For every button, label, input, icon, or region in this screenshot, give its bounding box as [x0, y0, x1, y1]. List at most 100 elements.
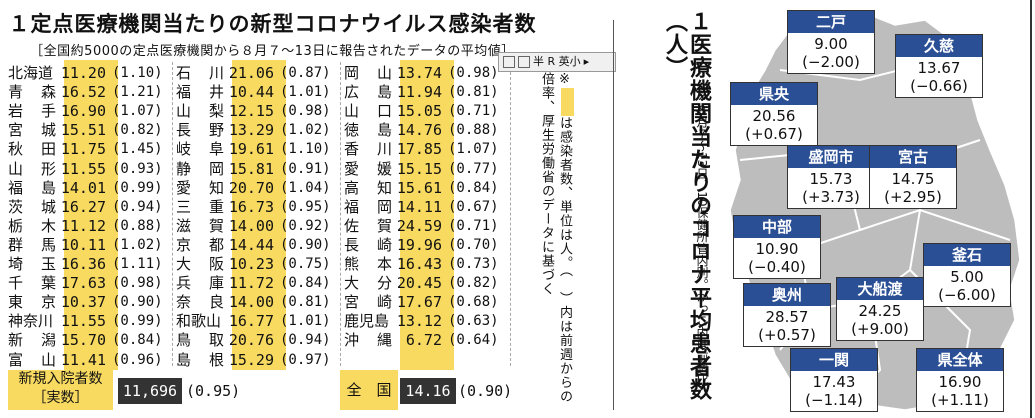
- prefecture-name: 大分: [344, 274, 392, 293]
- value-highlight-col-2: [232, 60, 286, 370]
- infection-value: 17.63: [60, 274, 106, 293]
- region-name: 中部: [734, 216, 820, 238]
- prefecture-name: 香川: [344, 140, 392, 159]
- table-row: 長野 13.29 (1.02): [176, 121, 340, 140]
- weekly-ratio: (0.94): [280, 332, 331, 349]
- ime-toolbar[interactable]: 半 R 英小 ▸: [498, 52, 616, 72]
- prefecture-name: 群馬: [8, 235, 56, 254]
- region-label: 久慈 13.67 (−0.66): [895, 34, 983, 98]
- region-name: 県央: [731, 83, 817, 105]
- infection-value: 20.45: [396, 274, 442, 293]
- prefecture-name: 滋賀: [176, 216, 224, 235]
- weekly-ratio: (0.98): [280, 103, 331, 120]
- prefecture-name: 京都: [176, 235, 224, 254]
- table-row: 秋田 11.75 (1.45): [8, 140, 172, 159]
- infection-value: 16.73: [228, 197, 274, 216]
- ime-toolbar-label[interactable]: 半 R 英小: [533, 55, 581, 68]
- weekly-ratio: (0.68): [448, 294, 499, 311]
- infection-value: 10.11: [60, 235, 106, 254]
- table-row: 静岡 15.81 (0.91): [176, 160, 340, 179]
- chevron-right-icon[interactable]: ▸: [583, 55, 590, 68]
- weekly-ratio: (0.87): [280, 65, 331, 81]
- prefecture-name: 山梨: [176, 102, 224, 121]
- weekly-ratio: (0.84): [280, 275, 331, 292]
- weekly-ratio: (1.07): [112, 103, 163, 120]
- region-name: 大船渡: [837, 278, 923, 300]
- prefecture-name: 兵庫: [176, 274, 224, 293]
- table-row: 青森 16.52 (1.21): [8, 83, 172, 102]
- prefecture-name: 高知: [344, 178, 392, 197]
- table-row: 岩手 16.90 (1.07): [8, 102, 172, 121]
- weekly-ratio: (0.81): [448, 84, 499, 101]
- prefecture-name: 福岡: [344, 197, 392, 216]
- prefecture-name: 長野: [176, 121, 224, 140]
- region-change: (−2.00): [802, 53, 860, 71]
- region-label: 釜石 5.00 (−6.00): [923, 243, 1011, 307]
- table-row: 山口 15.05 (0.71): [344, 102, 508, 121]
- table-row: 鹿児島 13.12 (0.63): [344, 312, 508, 331]
- region-name: 奥州: [744, 284, 830, 306]
- region-value: 5.00: [950, 268, 984, 286]
- infection-value: 14.00: [228, 293, 274, 312]
- table-row: 岐阜 19.61 (1.10): [176, 140, 340, 159]
- infection-value: 11.20: [60, 64, 106, 82]
- table-row: 愛知 20.70 (1.04): [176, 179, 340, 198]
- table-row: 福島 14.01 (0.99): [8, 179, 172, 198]
- region-name: 県全体: [917, 349, 1003, 371]
- infection-value: 14.01: [60, 178, 106, 197]
- table-row: 群馬 10.11 (1.02): [8, 236, 172, 255]
- weekly-ratio: (0.82): [112, 122, 163, 139]
- table-row: 千葉 17.63 (0.98): [8, 274, 172, 293]
- region-name: 二戸: [788, 11, 874, 33]
- table-row: 宮城 15.51 (0.82): [8, 121, 172, 140]
- infection-value: 21.06: [228, 64, 274, 82]
- region-change: (+2.95): [884, 188, 942, 206]
- region-name: 一関: [791, 349, 877, 371]
- weekly-ratio: (0.92): [280, 217, 331, 234]
- infection-value: 11.72: [228, 274, 274, 293]
- new-admissions-change: (0.95): [186, 382, 241, 400]
- weekly-ratio: (1.11): [112, 256, 163, 272]
- footnote: ※は感染者数、単位は人。（ ）内は前週からの倍率、厚生労働省のデータに基づく: [539, 72, 574, 404]
- weekly-ratio: (1.45): [112, 141, 163, 158]
- ime-mode-icon[interactable]: [503, 56, 515, 68]
- map-note: ※８月７～13日、10保健所管内別。かっこ内は前週比: [695, 90, 709, 387]
- prefecture-name: 東京: [8, 293, 56, 312]
- table-row: 佐賀 24.59 (0.71): [344, 217, 508, 236]
- region-label: 大船渡 24.25 (+9.00): [836, 277, 924, 341]
- table-row: 神奈川 11.55 (0.99): [8, 312, 172, 331]
- prefecture-name: 神奈川: [8, 312, 54, 331]
- ime-tool-icon[interactable]: [518, 56, 530, 68]
- value-highlight-col-3: [400, 60, 454, 370]
- table-row: 広島 11.94 (0.81): [344, 83, 508, 102]
- infection-value: 15.15: [396, 159, 442, 178]
- weekly-ratio: (0.91): [280, 160, 331, 177]
- weekly-ratio: (1.01): [280, 84, 331, 101]
- table-row: 北海道 11.20 (1.10): [8, 64, 172, 83]
- infection-value: 11.75: [60, 140, 106, 159]
- prefecture-name: 新潟: [8, 331, 56, 350]
- prefecture-name: 長崎: [344, 235, 392, 254]
- weekly-ratio: (0.95): [280, 198, 331, 215]
- prefecture-name: 広島: [344, 83, 392, 102]
- weekly-ratio: (0.90): [112, 294, 163, 311]
- infection-value: 17.67: [396, 293, 442, 312]
- prefecture-name: 鹿児島: [344, 312, 390, 331]
- table-row: 宮崎 17.67 (0.68): [344, 293, 508, 312]
- new-admissions-label: 新規入院者数 ［実数］: [8, 370, 113, 410]
- infection-value: 16.52: [60, 83, 106, 102]
- national-change: (0.90): [458, 382, 513, 400]
- prefecture-name: 千葉: [8, 274, 56, 293]
- weekly-ratio: (0.98): [112, 275, 163, 292]
- region-change: (+0.67): [745, 125, 803, 143]
- region-label: 一関 17.43 (−1.14): [790, 348, 878, 412]
- right-border: [1030, 0, 1032, 418]
- column-divider: [510, 62, 511, 366]
- weekly-ratio: (0.73): [448, 256, 499, 272]
- infection-value: 15.51: [60, 121, 106, 140]
- region-change: (+9.00): [851, 320, 909, 338]
- prefecture-name: 宮崎: [344, 293, 392, 312]
- region-value: 28.57: [765, 308, 809, 326]
- weekly-ratio: (0.71): [448, 103, 499, 120]
- infection-value: 14.11: [396, 197, 442, 216]
